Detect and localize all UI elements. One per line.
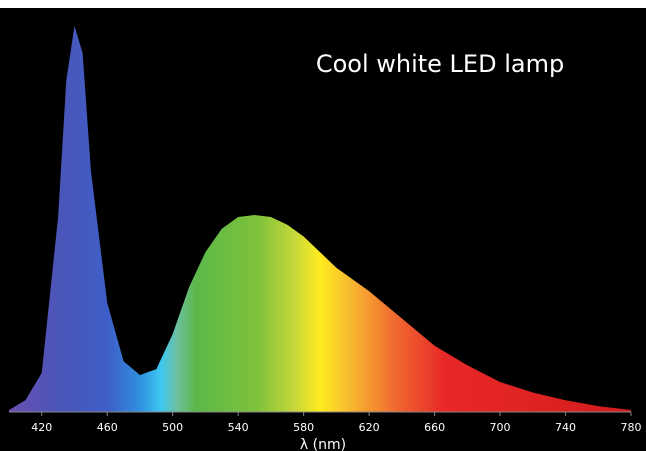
x-tick-label: 500 [162,421,183,434]
x-tick-label: 420 [31,421,52,434]
chart-title: Cool white LED lamp [316,50,564,78]
x-tick-label: 540 [228,421,249,434]
x-tick-label: 580 [293,421,314,434]
x-tick-label: 620 [359,421,380,434]
top-strip [0,0,646,8]
spectrum-area [9,25,631,413]
x-axis-label: λ (nm) [300,437,346,451]
x-tick-label: 740 [555,421,576,434]
x-tick-label: 780 [621,421,642,434]
x-tick-label: 660 [424,421,445,434]
x-tick-label: 700 [490,421,511,434]
x-tick-label: 460 [97,421,118,434]
